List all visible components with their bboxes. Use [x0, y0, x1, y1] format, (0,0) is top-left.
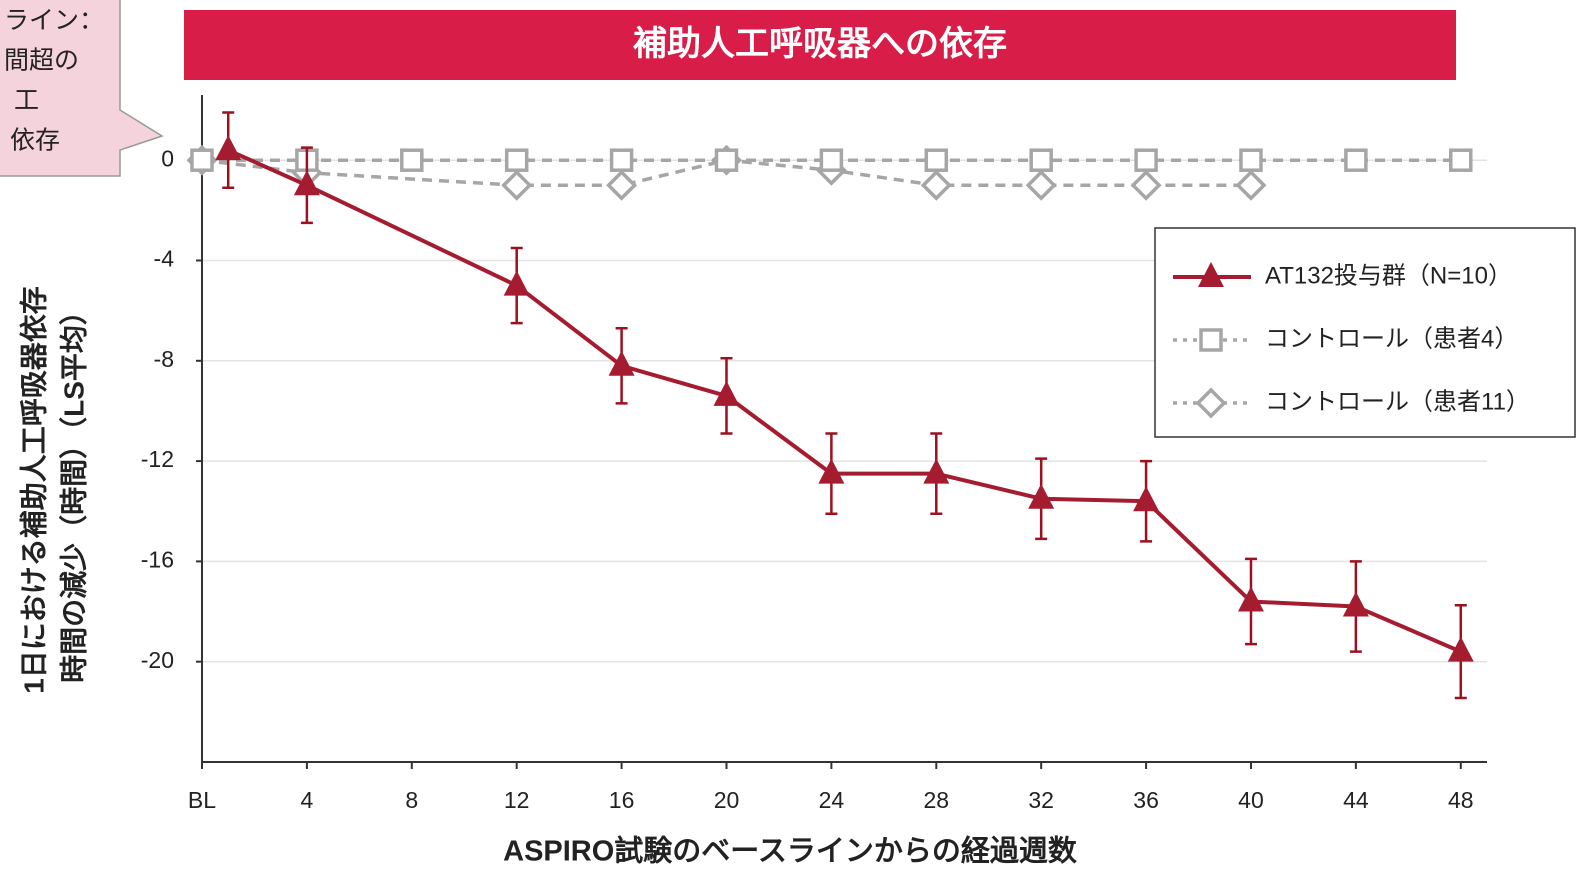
- legend-label: コントロール（患者4）: [1265, 325, 1518, 352]
- callout-box: [0, 0, 164, 177]
- marker: [501, 169, 533, 201]
- x-axis-label: ASPIRO試験のベースラインからの経過週数: [503, 834, 1078, 868]
- x-tick-label: 12: [504, 787, 530, 813]
- title-banner: [184, 10, 1456, 80]
- marker: [1342, 591, 1369, 617]
- marker: [819, 148, 844, 172]
- y-axis-label: 時間の減少（時間）（LS平均）: [57, 297, 89, 683]
- x-tick-label: 28: [923, 787, 949, 813]
- marker: [1239, 148, 1263, 172]
- x-tick-label: 48: [1448, 787, 1474, 813]
- y-tick-label: -20: [141, 647, 174, 673]
- series-line: [227, 148, 1462, 654]
- callout-line: 依存: [10, 127, 60, 155]
- marker: [1344, 148, 1368, 172]
- x-tick-label: 20: [714, 787, 740, 813]
- marker: [215, 135, 242, 161]
- marker: [609, 148, 634, 172]
- legend-label: AT132投与群（N=10）: [1265, 262, 1512, 289]
- marker: [504, 148, 529, 172]
- x-tick-label: 4: [300, 787, 313, 813]
- y-tick-label: -16: [141, 546, 174, 572]
- x-tick-label: 36: [1133, 787, 1159, 813]
- marker: [606, 169, 638, 201]
- x-tick-label: 40: [1238, 787, 1264, 813]
- callout-line: 工: [14, 87, 39, 115]
- marker: [1025, 169, 1057, 201]
- x-tick-label: 32: [1028, 787, 1054, 813]
- legend-label: コントロール（患者11）: [1265, 388, 1530, 415]
- marker: [924, 148, 949, 172]
- marker: [1449, 148, 1473, 172]
- x-tick-label: 24: [819, 787, 845, 813]
- marker: [503, 270, 530, 296]
- x-tick-label: BL: [188, 787, 216, 813]
- x-tick-label: 44: [1343, 787, 1369, 813]
- series-line: [201, 158, 1251, 188]
- marker: [1133, 486, 1160, 512]
- marker: [920, 169, 952, 201]
- marker: [1237, 586, 1264, 612]
- y-tick-label: -4: [154, 246, 175, 272]
- marker: [714, 148, 739, 172]
- marker: [608, 350, 635, 376]
- marker: [1028, 483, 1055, 509]
- y-tick-label: -12: [141, 446, 174, 472]
- marker: [923, 458, 950, 484]
- marker: [1235, 169, 1267, 201]
- marker: [1029, 148, 1053, 172]
- marker: [1199, 328, 1223, 352]
- callout-line: ライン：: [4, 7, 104, 35]
- chart-title: 補助人工呼吸器への依存: [633, 25, 1007, 63]
- marker: [1130, 169, 1162, 201]
- y-tick-label: -8: [154, 346, 174, 372]
- y-axis-label: 1日における補助人工呼吸器依存: [17, 286, 49, 694]
- marker: [400, 148, 424, 172]
- marker: [1134, 148, 1158, 172]
- marker: [1198, 262, 1224, 287]
- marker: [713, 380, 740, 406]
- callout-line: 間超の: [4, 47, 79, 75]
- marker: [818, 458, 845, 484]
- marker: [293, 170, 320, 196]
- marker: [1195, 387, 1227, 419]
- y-tick-label: 0: [161, 145, 174, 171]
- marker: [1447, 636, 1474, 662]
- x-tick-label: 8: [405, 787, 418, 813]
- x-tick-label: 16: [609, 787, 635, 813]
- marker: [190, 148, 214, 172]
